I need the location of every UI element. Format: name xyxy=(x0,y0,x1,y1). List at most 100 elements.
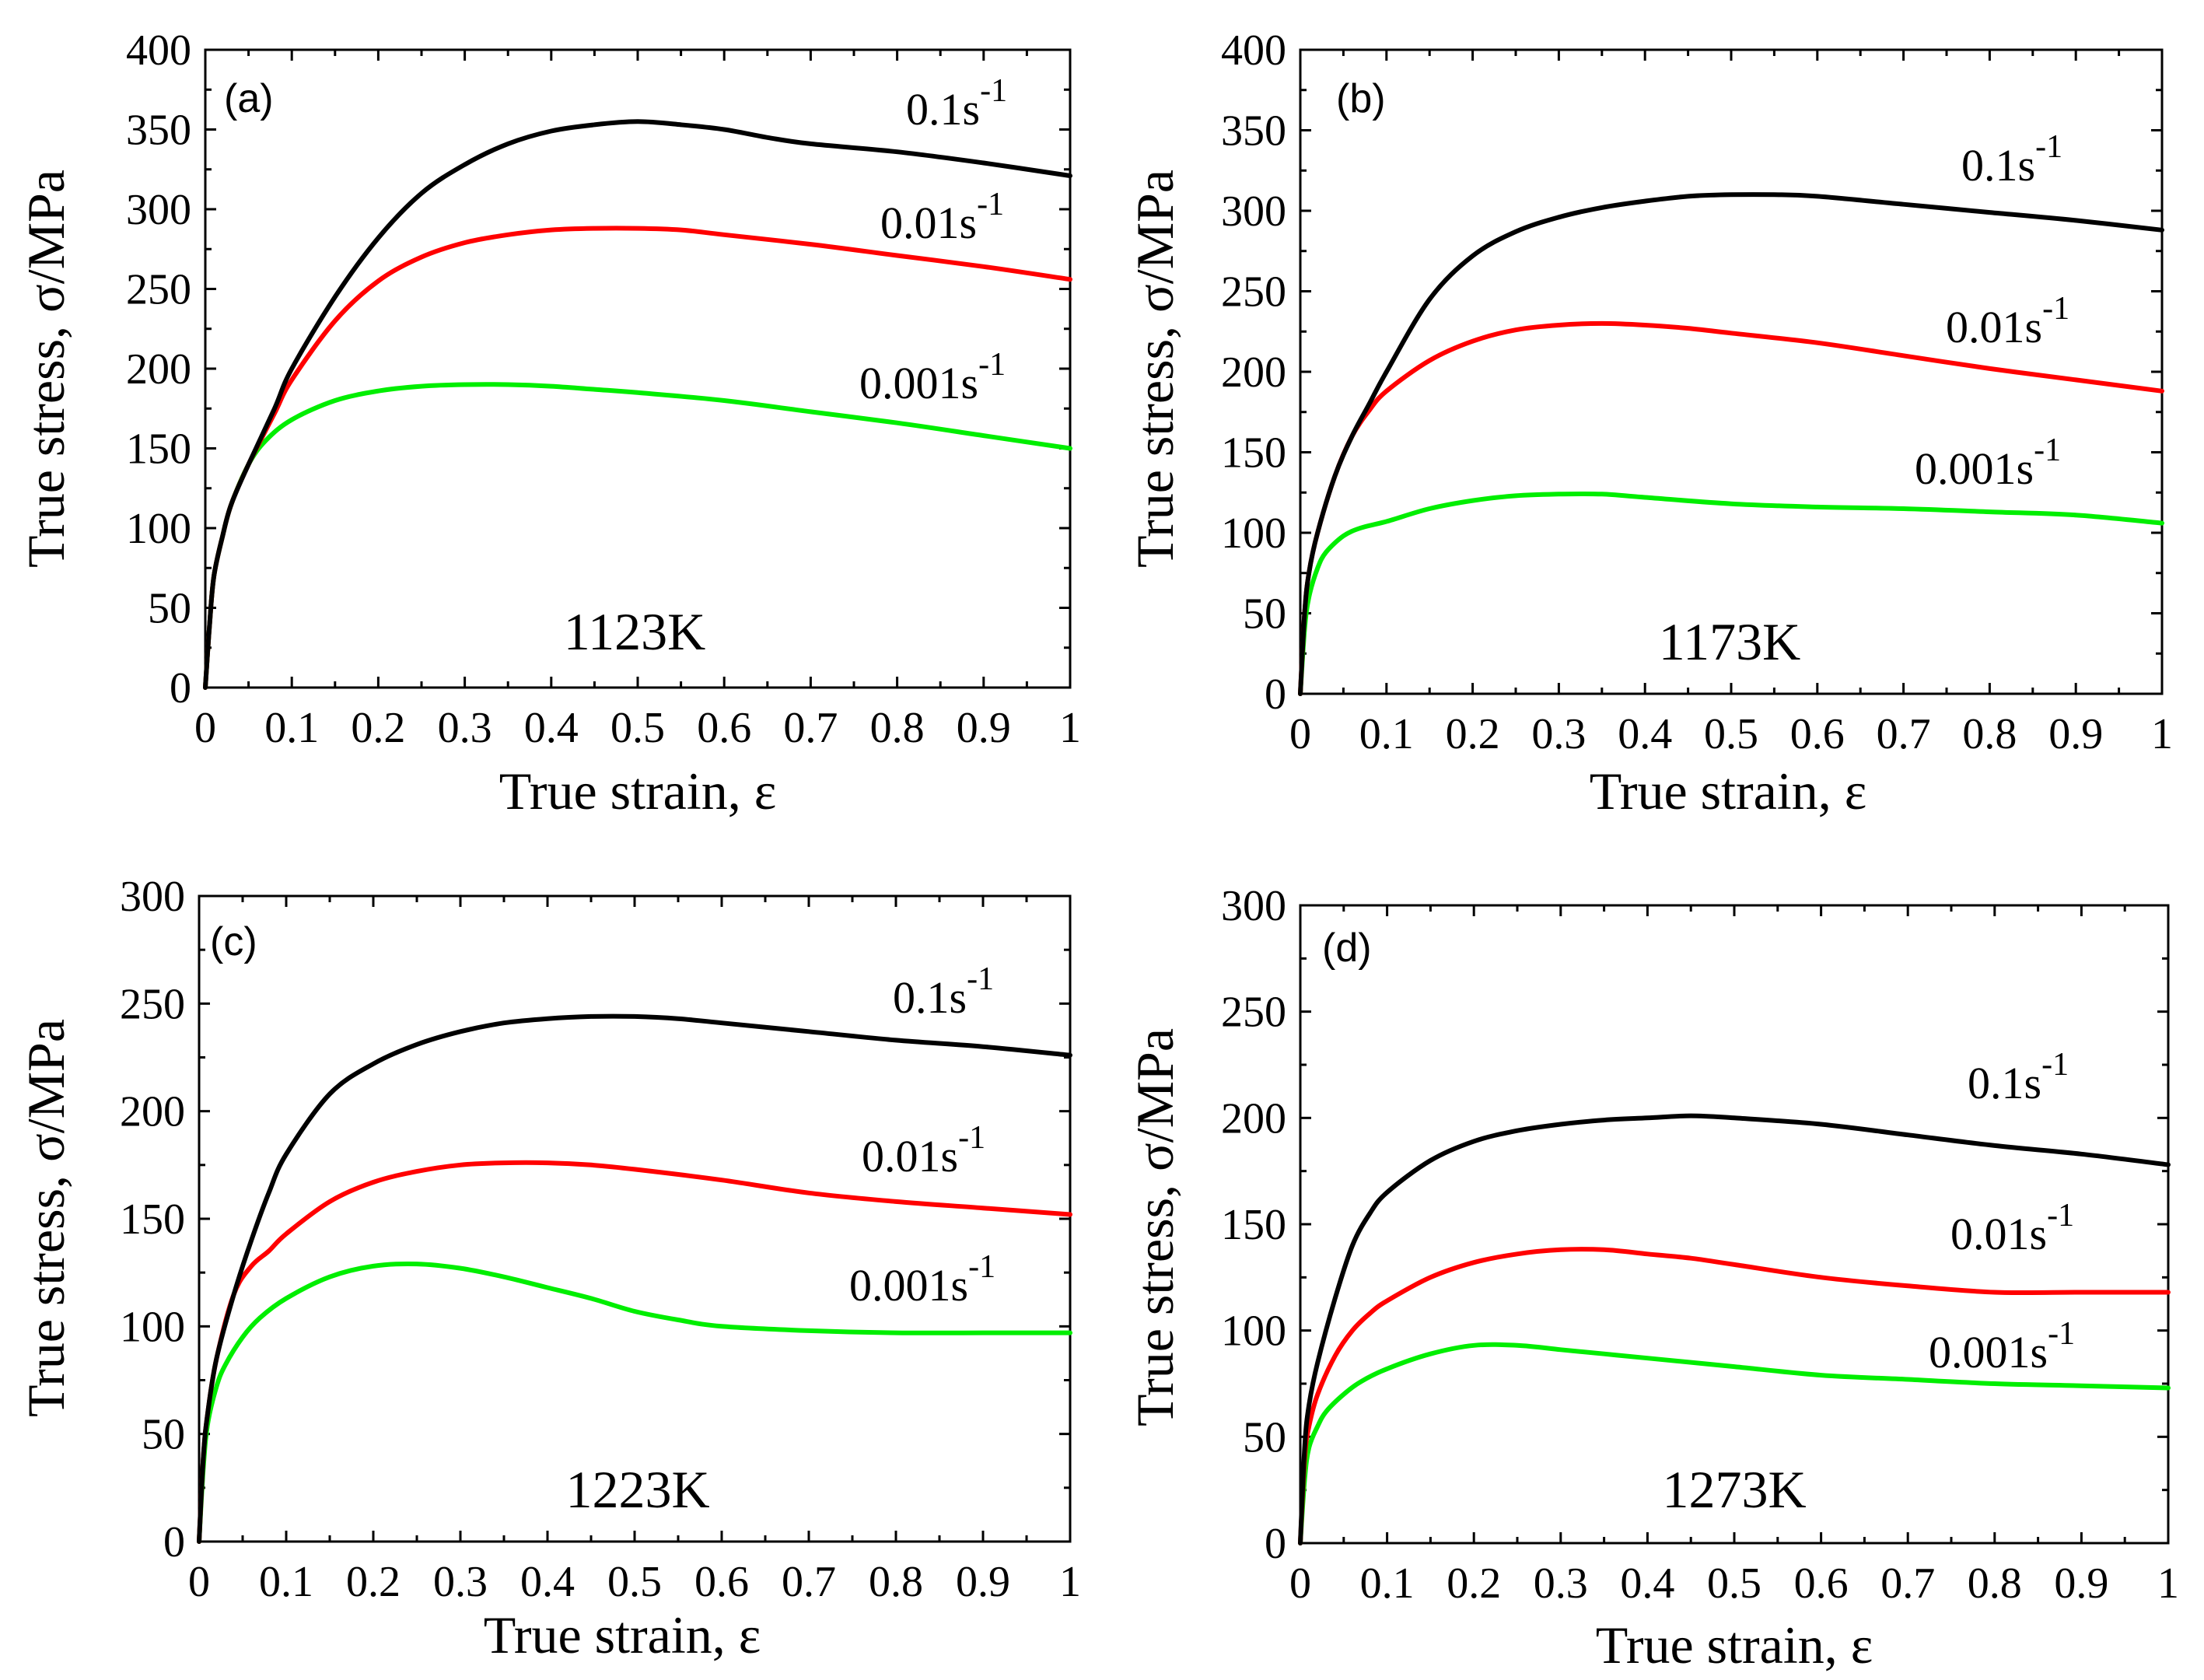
x-tick-label: 0.4 xyxy=(1618,710,1672,758)
series-line-0.1s-1 xyxy=(1298,1113,2171,1545)
x-tick-label: 0.5 xyxy=(610,704,665,752)
y-tick-label: 100 xyxy=(120,1303,185,1351)
rate-label-0.1: 0.1s-1 xyxy=(1968,1047,2069,1108)
y-tick-label: 400 xyxy=(126,26,191,75)
series-line-0.1s-1 xyxy=(197,1013,1072,1544)
x-tick-label: 0.8 xyxy=(869,1558,923,1606)
series-line-0.1s-1 xyxy=(1298,192,2164,696)
y-axis-title: True stress, σ/MPa xyxy=(1125,1028,1184,1426)
x-tick-label: 0.4 xyxy=(524,704,579,752)
x-tick-label: 0 xyxy=(1289,710,1311,758)
y-tick-label: 250 xyxy=(1221,268,1286,317)
panel-b: 0 0.1 0.2 0.3 0.4 0.5 0.6 0.7 0.8 0.9 1 0 50 100 150 20… xyxy=(1125,26,2173,821)
x-tick-label: 0.4 xyxy=(520,1558,575,1606)
panel-a: 0 0.1 0.2 0.3 0.4 0.5 0.6 0.7 0.8 0.9 1 0 50 100 150 20… xyxy=(16,26,1081,821)
y-tick-label: 300 xyxy=(1221,187,1286,236)
y-tick-label: 100 xyxy=(1221,509,1286,558)
x-tick-label: 0.4 xyxy=(1620,1559,1674,1608)
x-axis-title: True strain, ε xyxy=(1596,1615,1873,1675)
x-tick-label: 1 xyxy=(2157,1559,2179,1608)
temperature-label: 1123K xyxy=(564,602,706,661)
x-axis-title: True strain, ε xyxy=(1590,761,1867,821)
y-tick-label: 300 xyxy=(120,873,185,921)
rate-label-0.001: 0.001s-1 xyxy=(1929,1316,2075,1377)
x-tick-label: 0.6 xyxy=(697,704,751,752)
y-tick-label: 100 xyxy=(126,505,191,553)
x-tick-label: 0 xyxy=(188,1558,210,1606)
x-tick-label: 0.1 xyxy=(1360,1559,1415,1608)
x-tick-label: 0.6 xyxy=(694,1558,749,1606)
x-tick-label: 1 xyxy=(2151,710,2173,758)
x-tick-label: 0 xyxy=(194,704,216,752)
rate-label-0.1: 0.1s-1 xyxy=(893,961,994,1023)
rate-label-0.01: 0.01s-1 xyxy=(1946,291,2069,352)
x-tick-label: 0.7 xyxy=(1877,710,1931,758)
y-tick-label: 300 xyxy=(1221,882,1286,930)
temperature-label: 1173K xyxy=(1659,612,1801,671)
x-tick-label: 0.1 xyxy=(1359,710,1414,758)
rate-label-0.001: 0.001s-1 xyxy=(849,1249,995,1311)
y-tick-label: 300 xyxy=(126,186,191,234)
x-axis-title: True strain, ε xyxy=(484,1605,761,1664)
x-axis-title: True strain, ε xyxy=(499,761,777,821)
y-tick-label: 350 xyxy=(1221,107,1286,156)
x-tick-label: 0.2 xyxy=(346,1558,401,1606)
rate-label-0.01: 0.01s-1 xyxy=(1950,1198,2074,1259)
x-tick-label: 0.8 xyxy=(870,704,925,752)
x-tick-label: 0.6 xyxy=(1790,710,1845,758)
x-tick-label: 0.9 xyxy=(956,1558,1010,1606)
y-tick-label: 50 xyxy=(142,1411,185,1459)
rate-label-0.01: 0.01s-1 xyxy=(880,187,1004,248)
x-tick-label: 0.7 xyxy=(783,704,838,752)
y-tick-label: 200 xyxy=(1221,1094,1286,1143)
x-tick-label: 0.3 xyxy=(438,704,492,752)
x-tick-label: 0.2 xyxy=(1447,1559,1501,1608)
x-tick-label: 0.9 xyxy=(2048,710,2103,758)
x-tick-label: 0.6 xyxy=(1794,1559,1849,1608)
x-tick-label: 0.3 xyxy=(1534,1559,1588,1608)
y-tick-label: 0 xyxy=(163,1518,185,1566)
panel-d: 0 0.1 0.2 0.3 0.4 0.5 0.6 0.7 0.8 0.9 1 0 50 100 150 20… xyxy=(1125,882,2179,1675)
y-axis-title: True stress, σ/MPa xyxy=(16,1019,75,1417)
y-tick-label: 150 xyxy=(1221,1201,1286,1249)
y-tick-label: 150 xyxy=(126,425,191,474)
ticks: 0 0.1 0.2 0.3 0.4 0.5 0.6 0.7 0.8 0.9 1 0 50 100 150 20… xyxy=(1221,882,2179,1608)
y-tick-label: 0 xyxy=(170,664,191,712)
rate-label-0.01: 0.01s-1 xyxy=(862,1120,985,1181)
series-line-0.001s-1 xyxy=(197,1261,1072,1544)
ticks: 0 0.1 0.2 0.3 0.4 0.5 0.6 0.7 0.8 0.9 1 0 50 100 150 20… xyxy=(120,873,1081,1606)
panel-c: 0 0.1 0.2 0.3 0.4 0.5 0.6 0.7 0.8 0.9 1 0 50 100 150 20… xyxy=(16,873,1081,1664)
y-axis-title: True stress, σ/MPa xyxy=(1125,170,1184,568)
temperature-label: 1273K xyxy=(1662,1460,1806,1519)
x-tick-label: 0.1 xyxy=(264,704,319,752)
ticks: 0 0.1 0.2 0.3 0.4 0.5 0.6 0.7 0.8 0.9 1 0 50 100 150 20… xyxy=(1221,26,2173,758)
x-tick-label: 0.9 xyxy=(957,704,1011,752)
curves xyxy=(1298,192,2164,696)
y-tick-label: 350 xyxy=(126,107,191,155)
y-tick-label: 250 xyxy=(120,980,185,1028)
x-tick-label: 0.5 xyxy=(1707,1559,1761,1608)
curves xyxy=(1298,1113,2171,1545)
x-tick-label: 1 xyxy=(1059,704,1081,752)
rate-label-0.1: 0.1s-1 xyxy=(1961,129,2062,191)
x-tick-label: 0.2 xyxy=(351,704,405,752)
x-tick-label: 0.2 xyxy=(1446,710,1500,758)
panel-label: (d) xyxy=(1322,926,1372,971)
x-tick-label: 0.3 xyxy=(433,1558,488,1606)
x-tick-label: 0 xyxy=(1289,1559,1311,1608)
x-tick-label: 0.7 xyxy=(782,1558,836,1606)
y-axis-title: True stress, σ/MPa xyxy=(16,170,75,568)
y-tick-label: 150 xyxy=(1221,429,1286,478)
y-tick-label: 100 xyxy=(1221,1307,1286,1356)
panel-label: (c) xyxy=(210,919,257,964)
x-tick-label: 0.7 xyxy=(1880,1559,1935,1608)
temperature-label: 1223K xyxy=(565,1460,709,1519)
x-tick-label: 0.5 xyxy=(1704,710,1758,758)
y-tick-label: 250 xyxy=(1221,989,1286,1037)
series-line-0.001s-1 xyxy=(1298,1342,2171,1545)
series-line-0.1s-1 xyxy=(203,119,1072,690)
y-tick-label: 50 xyxy=(148,585,191,633)
x-tick-label: 0.8 xyxy=(1962,710,2017,758)
x-tick-label: 1 xyxy=(1059,1558,1081,1606)
